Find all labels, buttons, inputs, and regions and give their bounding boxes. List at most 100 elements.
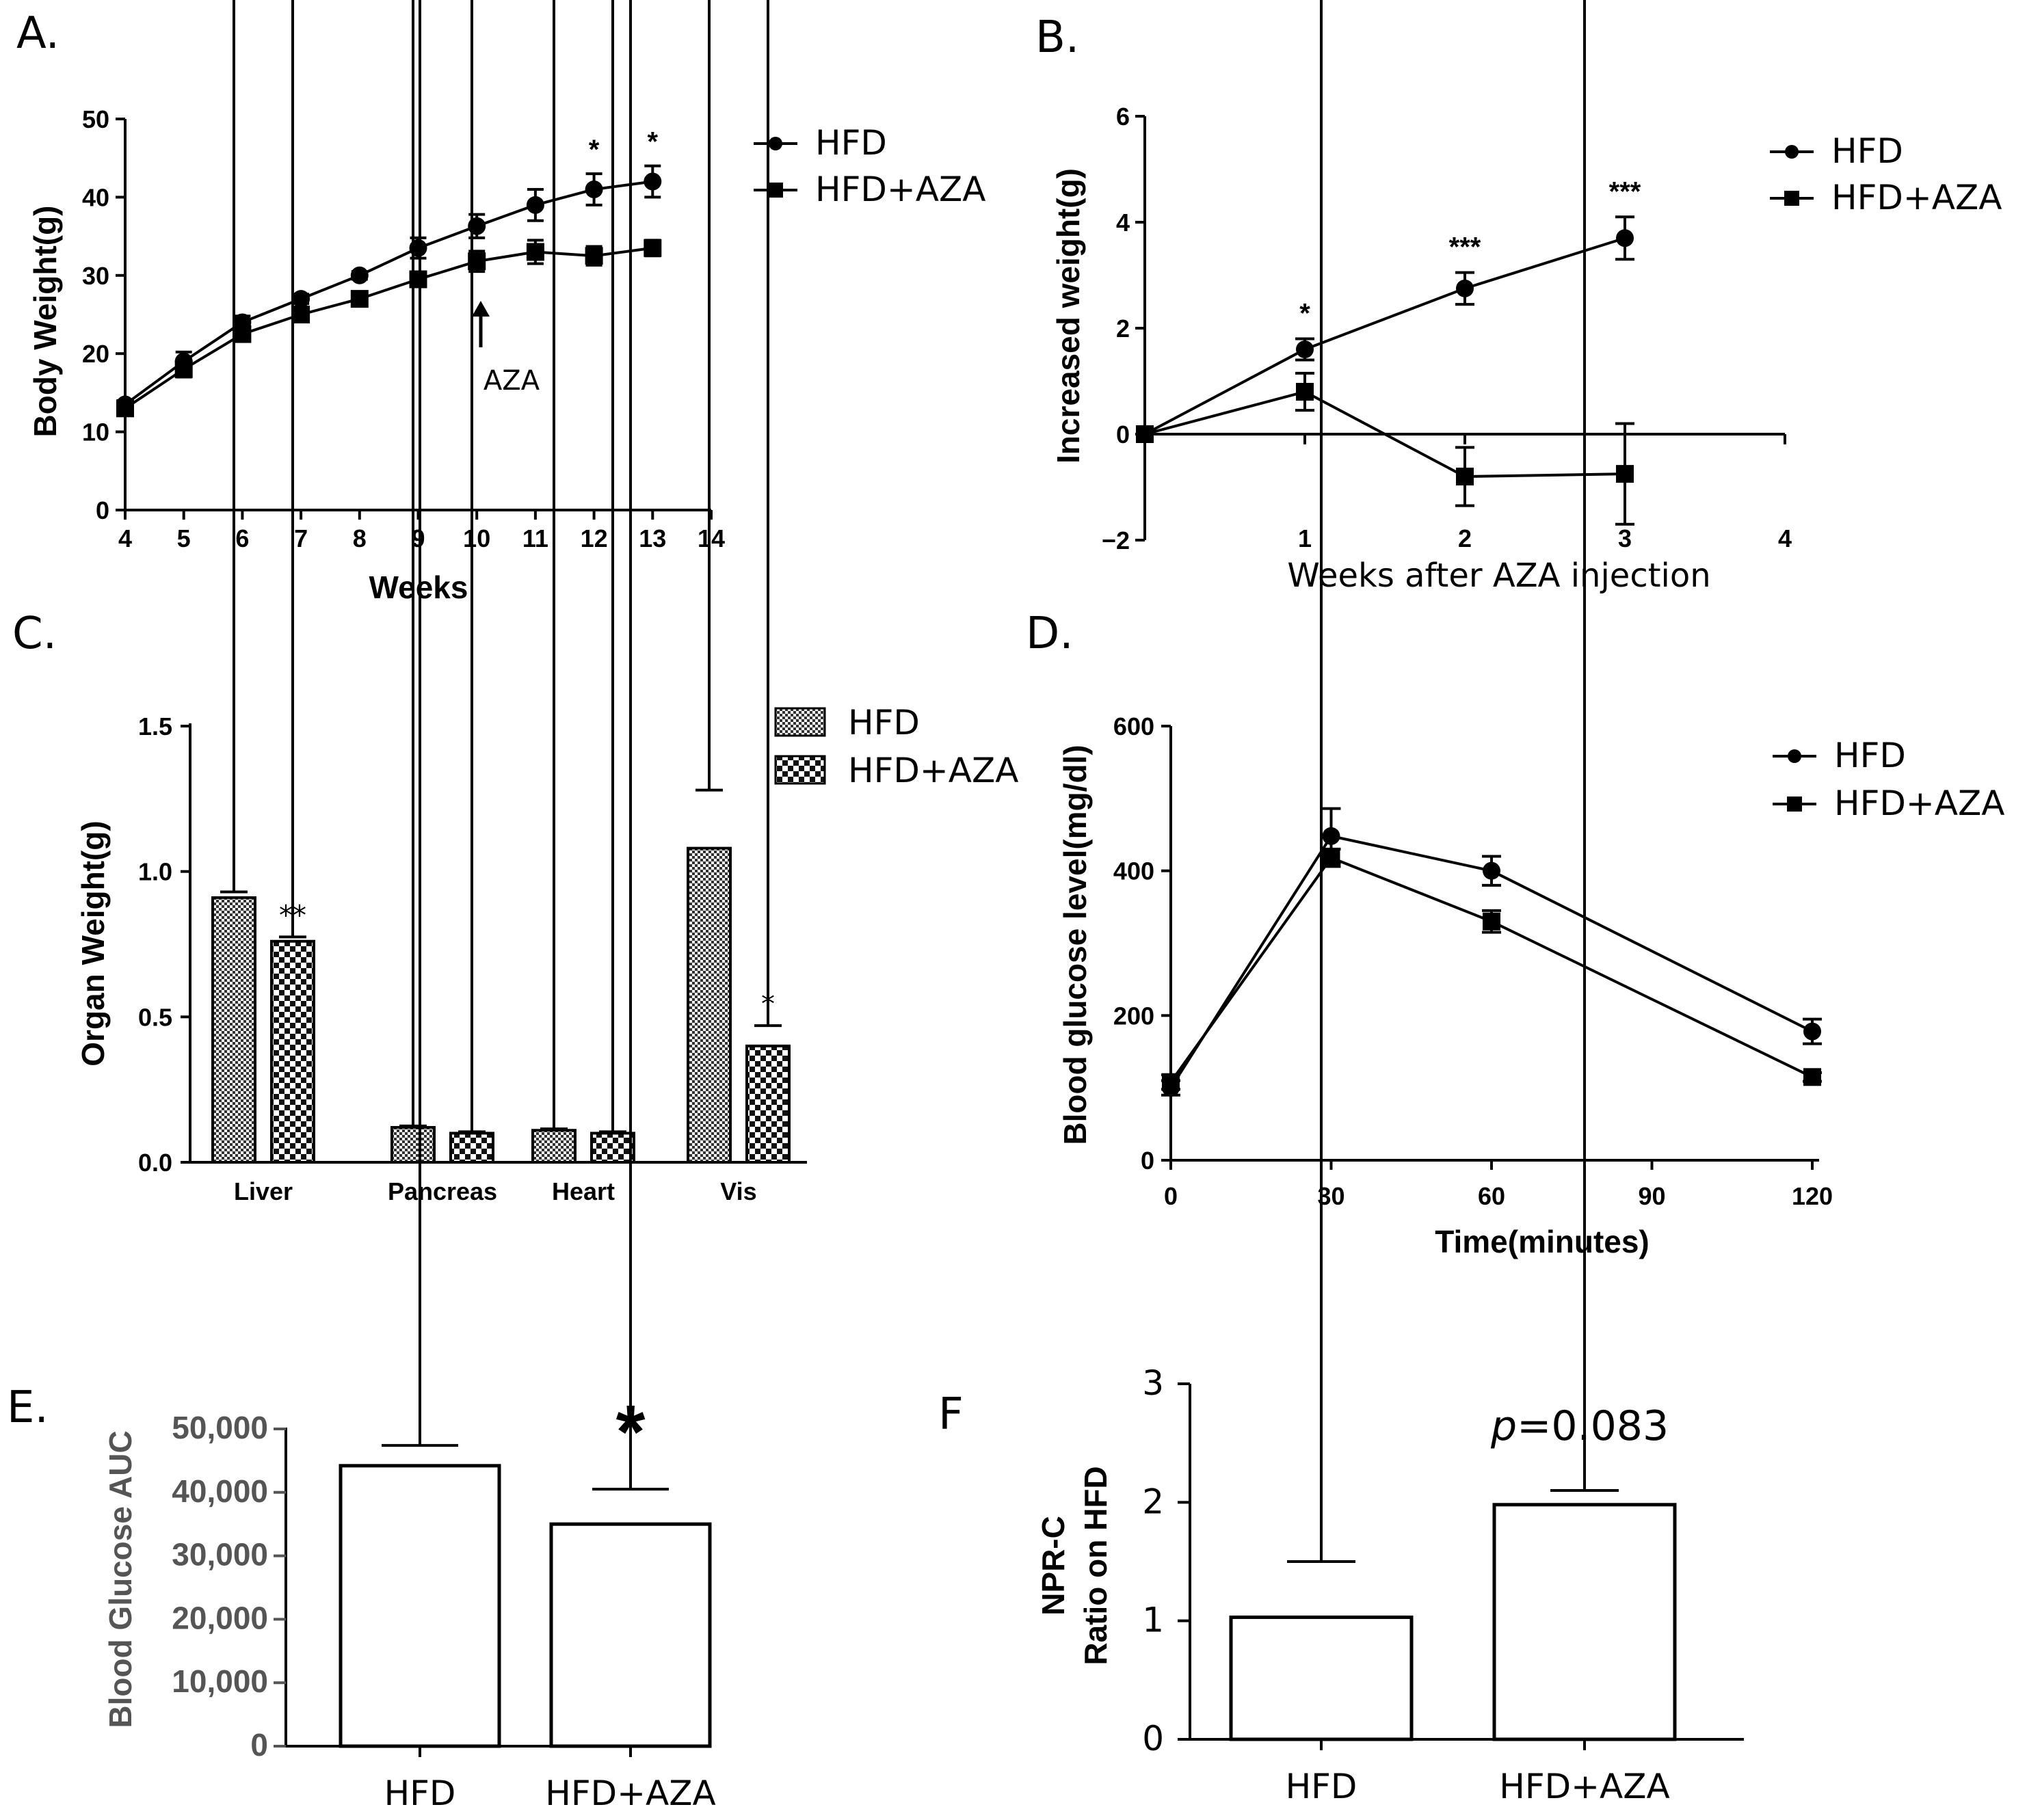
series-line-hfd-aza — [124, 246, 653, 410]
data-point — [1136, 425, 1154, 443]
panel-d-x-label: Time(minutes) — [1435, 1224, 1650, 1259]
data-point — [1322, 827, 1340, 845]
panel-f-ticks: 0 1 2 3 HFD HFD+AZA — [1142, 1363, 1670, 1806]
x-tick-label: 0 — [1164, 1182, 1178, 1210]
x-tick-label: 11 — [522, 524, 548, 552]
data-point — [174, 360, 193, 379]
panel-c-y-label: Organ Weight(g) — [75, 820, 111, 1066]
x-category-label: HFD — [384, 1774, 456, 1813]
x-category-label: Liver — [234, 1177, 293, 1205]
data-point — [1296, 340, 1314, 358]
significance-marker: * — [1299, 299, 1310, 329]
bar-hfd-aza — [1492, 1503, 1677, 1741]
legend-swatch-fine — [774, 707, 826, 737]
panel-a-legend-hfd-aza: HFD+AZA — [815, 170, 985, 209]
x-category-label: HFD+AZA — [545, 1774, 715, 1813]
y-tick-label: 1.5 — [138, 712, 172, 740]
y-tick-label: 30,000 — [172, 1537, 268, 1573]
bar-hfd-aza — [590, 1132, 635, 1164]
panel-a-y-label: Body Weight(g) — [27, 206, 63, 438]
legend-swatch-checker — [774, 755, 826, 785]
x-tick-label: 6 — [235, 524, 249, 552]
y-tick-label: 50 — [82, 105, 109, 133]
panel-b-ticks: 1 2 3 4 −2 0 2 4 6 — [1102, 103, 1792, 554]
panel-d-legend-hfd-aza: HFD+AZA — [1834, 784, 2004, 823]
y-tick-label: 0.5 — [138, 1003, 172, 1031]
y-tick-label: 6 — [1116, 103, 1130, 131]
x-tick-label: 13 — [639, 524, 666, 552]
data-point — [644, 239, 662, 257]
data-point — [585, 180, 603, 198]
significance-marker: ** — [279, 900, 306, 931]
panel-b-y-label: Increased weight(g) — [1050, 168, 1086, 464]
y-tick-label: 0 — [1142, 1719, 1164, 1758]
y-tick-label: 0 — [1141, 1147, 1154, 1175]
y-tick-label: 50,000 — [172, 1410, 268, 1445]
panel-d-label: D. — [1026, 608, 1074, 659]
x-tick-label: 4 — [1778, 524, 1792, 552]
y-tick-label: 40,000 — [172, 1473, 268, 1509]
panel-d-series — [1161, 807, 1822, 1097]
x-tick-label: 9 — [411, 524, 425, 552]
panel-a-aza-arrow — [472, 301, 490, 347]
p-symbol: p — [1490, 1402, 1517, 1450]
x-category-label: HFD — [1286, 1767, 1357, 1806]
x-tick-label: 10 — [463, 524, 490, 552]
data-point — [585, 247, 603, 265]
bar-hfd — [1229, 1615, 1414, 1741]
data-point — [1483, 912, 1500, 931]
panel-f-y-label-line2: Ratio on HFD — [1078, 1466, 1113, 1665]
data-point — [1456, 468, 1474, 485]
x-category-label: Vis — [720, 1177, 756, 1205]
y-tick-label: 1 — [1142, 1601, 1164, 1640]
data-point — [116, 399, 134, 418]
panel-f-p-value: p=0.083 — [1490, 1402, 1669, 1450]
panel-a-label: A. — [16, 8, 59, 59]
y-tick-label: 20,000 — [172, 1600, 268, 1635]
bar-hfd — [211, 896, 256, 1164]
data-point — [644, 172, 662, 191]
x-tick-label: 120 — [1792, 1182, 1833, 1210]
bar-hfd — [531, 1129, 577, 1164]
bar-hfd-aza — [549, 1522, 712, 1748]
x-tick-label: 2 — [1458, 524, 1472, 552]
y-tick-label: 1.0 — [138, 858, 172, 886]
x-tick-label: 1 — [1298, 524, 1312, 552]
panel-c-label: C. — [12, 608, 57, 659]
bar-hfd — [390, 1125, 436, 1164]
panel-a-series: * * — [116, 127, 662, 418]
series-line-hfd — [1144, 237, 1626, 436]
legend-square-marker — [768, 183, 783, 198]
x-tick-label: 5 — [177, 524, 191, 552]
data-point — [1483, 861, 1500, 880]
panel-f-y-label-line1: NPR-C — [1035, 1516, 1071, 1616]
x-category-label: Heart — [552, 1177, 615, 1205]
data-point — [526, 196, 544, 214]
panel-b-legend: HFD HFD+AZA — [1770, 131, 2002, 217]
y-tick-label: 600 — [1113, 712, 1154, 740]
legend-square-marker — [1784, 191, 1799, 206]
y-tick-label: 20 — [82, 340, 109, 368]
panel-e: E. 0 10,000 20,000 30,000 40,000 50,000 HFD HFD… — [7, 0, 716, 1813]
bar-hfd — [687, 846, 732, 1164]
y-tick-label: 0 — [1116, 420, 1130, 449]
data-point — [350, 266, 369, 284]
significance-marker: * — [616, 1390, 646, 1474]
bar-hfd-aza — [270, 939, 315, 1164]
panel-b-legend-hfd: HFD — [1831, 131, 1903, 171]
x-tick-label: 12 — [581, 524, 608, 552]
y-tick-label: 40 — [82, 183, 109, 211]
y-tick-label: 10,000 — [172, 1663, 268, 1699]
data-point — [292, 290, 310, 308]
y-tick-label: 400 — [1113, 857, 1154, 885]
y-tick-label: 4 — [1116, 209, 1130, 237]
panel-e-ticks: 0 10,000 20,000 30,000 40,000 50,000 HFD HFD+AZ… — [172, 1410, 715, 1813]
x-tick-label: 4 — [118, 524, 132, 552]
panel-b-series: ******* — [1136, 176, 1641, 526]
y-tick-label: 3 — [1142, 1363, 1164, 1403]
